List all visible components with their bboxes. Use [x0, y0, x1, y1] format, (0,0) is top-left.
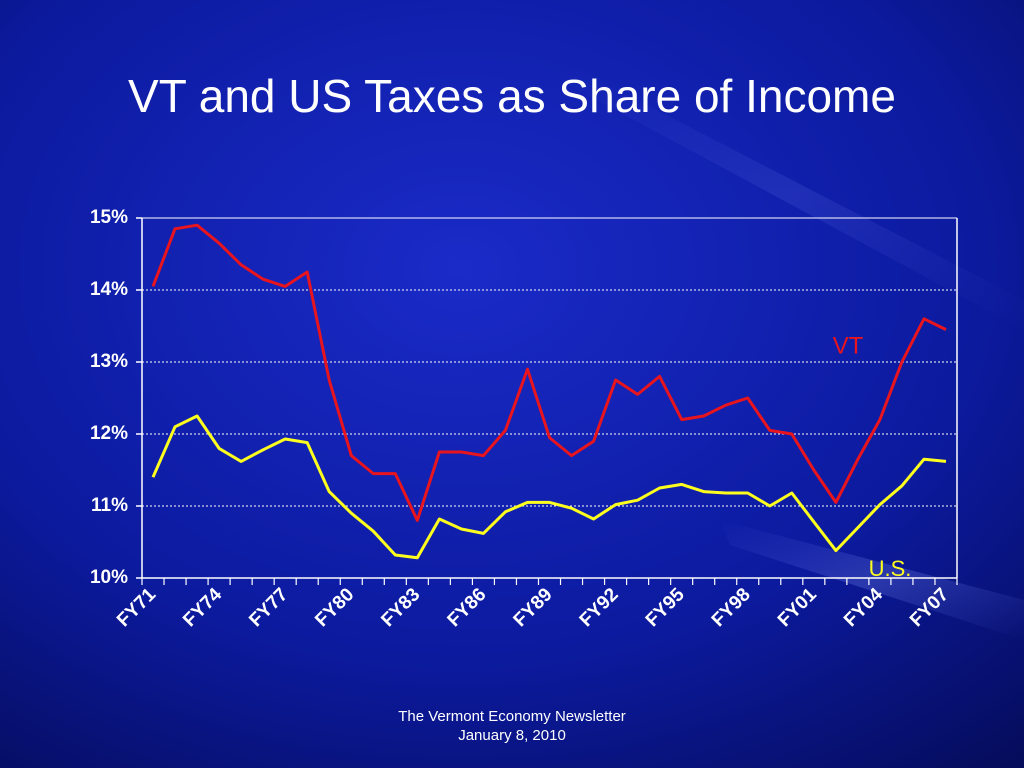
- y-tick-label: 13%: [90, 351, 128, 372]
- series-label: U.S.: [869, 556, 912, 581]
- y-tick-label: 14%: [90, 279, 128, 300]
- y-tick-label: 11%: [91, 495, 128, 516]
- streak: [560, 60, 1024, 330]
- footer-line: January 8, 2010: [458, 727, 566, 744]
- y-tick-label: 15%: [90, 207, 128, 228]
- series-line: [151, 414, 947, 560]
- y-tick-label: 12%: [90, 423, 128, 444]
- series-label: VT: [833, 332, 864, 359]
- series-line: [151, 223, 947, 522]
- y-tick-label: 10%: [90, 567, 128, 588]
- chart-title: VT and US Taxes as Share of Income: [128, 70, 896, 122]
- streak: [720, 520, 1024, 640]
- footer-line: The Vermont Economy Newsletter: [398, 708, 626, 725]
